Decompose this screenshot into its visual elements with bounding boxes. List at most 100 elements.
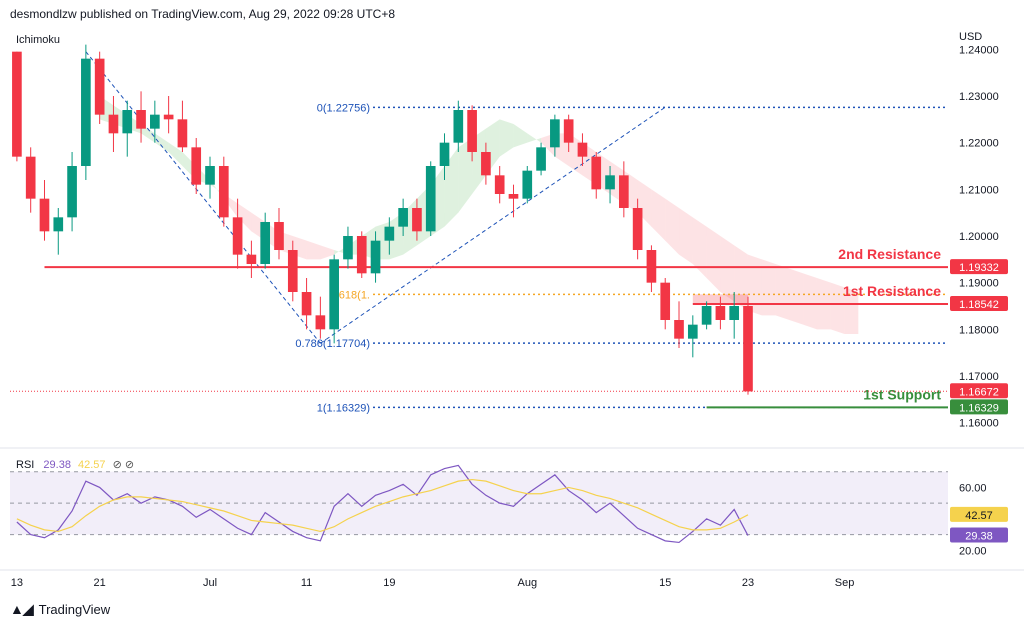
ichimoku-cloud-segment <box>775 264 790 320</box>
candle-body <box>646 250 657 283</box>
candle-body <box>370 240 381 274</box>
price-tag-bg <box>950 296 1008 312</box>
price-tick-label: 1.17000 <box>959 371 999 383</box>
last-price-label: 1.16672 <box>959 386 999 398</box>
tradingview-logo-icon: ▲◢ <box>10 601 34 617</box>
currency-label: USD <box>959 31 983 43</box>
candle-body <box>287 250 298 292</box>
publisher-info: desmondlzw published on TradingView.com,… <box>10 7 396 21</box>
candle-body <box>343 236 353 260</box>
candle-body <box>163 114 174 120</box>
footer-brand[interactable]: ▲◢ TradingView <box>10 601 110 618</box>
price-tag-label: 1.18542 <box>959 299 999 311</box>
price-tick-label: 1.20000 <box>959 231 999 243</box>
ichimoku-cloud-segment <box>444 147 459 227</box>
ichimoku-cloud-segment <box>513 124 528 148</box>
ichimoku-cloud-segment <box>789 268 804 325</box>
ichimoku-cloud-segment <box>527 133 542 143</box>
rsi-tag-label: 29.38 <box>965 531 993 543</box>
candle-body <box>136 110 146 129</box>
candle-body <box>53 217 64 232</box>
candle-body <box>329 259 339 330</box>
rsi-ma-tag-label: 42.57 <box>965 510 993 522</box>
candle-body <box>205 166 215 185</box>
time-tick-label: Jul <box>203 577 217 589</box>
time-tick-label: Aug <box>517 577 537 589</box>
candle-body <box>577 142 588 157</box>
price-chart[interactable]: 1.24000 1.23000 1.22000 1.21000 1.20000 1.190… <box>0 0 1024 600</box>
candle-body <box>494 175 505 194</box>
candle-body <box>619 175 629 208</box>
ichimoku-cloud-segment <box>706 226 721 292</box>
candle-body <box>81 58 91 166</box>
time-tick-label: Sep <box>835 577 855 589</box>
candle-body <box>177 119 188 148</box>
time-tick-label: 15 <box>659 577 671 589</box>
candle-body <box>563 119 574 143</box>
ichimoku-cloud-segment <box>761 259 776 316</box>
time-tick-label: 11 <box>301 577 312 589</box>
indicator-label[interactable]: Ichimoku <box>16 34 61 46</box>
candle-body <box>660 282 671 320</box>
brand-name: TradingView <box>38 602 111 617</box>
candle-body <box>687 324 698 339</box>
candle-body <box>122 110 133 134</box>
candle-body <box>743 306 753 392</box>
ichimoku-cloud-segment <box>168 142 183 166</box>
candle-body <box>467 110 477 152</box>
price-tick-label: 1.22000 <box>959 138 999 150</box>
sr-level-name: 1st Resistance <box>843 283 941 299</box>
ichimoku-cloud-segment <box>210 180 224 199</box>
rsi-value: 29.38 <box>43 459 71 471</box>
time-tick-label: 19 <box>383 577 395 589</box>
ichimoku-cloud-segment <box>237 203 252 232</box>
ichimoku-cloud-segment <box>830 282 845 334</box>
candle-body <box>315 315 326 330</box>
candle-body <box>729 306 740 320</box>
time-tick-label: 21 <box>94 577 106 589</box>
fib-level-label: 0(1.22756) <box>317 102 370 114</box>
candle-body <box>439 142 450 166</box>
rsi-tick-label: 20.00 <box>959 545 987 557</box>
candle-body <box>150 114 160 129</box>
sr-level-name: 2nd Resistance <box>838 246 941 262</box>
ichimoku-cloud-segment <box>306 240 321 260</box>
price-tag-label: 1.19332 <box>959 262 999 274</box>
candle-body <box>453 110 464 143</box>
price-tick-label: 1.18000 <box>959 324 999 336</box>
price-tag-label: 1.16329 <box>959 402 999 414</box>
last-price-tag-bg <box>950 383 1008 399</box>
rsi-line <box>16 464 749 544</box>
ichimoku-cloud-segment <box>803 273 817 330</box>
price-tick-label: 1.23000 <box>959 91 999 103</box>
price-tick-label: 1.16000 <box>959 418 999 430</box>
price-tag-bg <box>950 399 1008 415</box>
candle-body <box>701 306 712 325</box>
ichimoku-cloud-segment <box>679 208 693 264</box>
candle-body <box>674 320 684 339</box>
candle-body <box>412 208 422 232</box>
candle-body <box>25 156 36 199</box>
rsi-band <box>10 471 948 535</box>
ichimoku-cloud-segment <box>458 138 473 213</box>
ichimoku-cloud-segment <box>154 133 169 152</box>
visibility-off-icon[interactable]: ⊘ ⊘ <box>112 459 135 471</box>
ichimoku-cloud-segment <box>320 245 335 260</box>
candle-body <box>398 208 408 227</box>
sr-level-name: 1st Support <box>863 386 941 402</box>
candle-body <box>536 147 546 171</box>
candle-body <box>508 194 519 199</box>
ichimoku-cloud-segment <box>499 119 514 157</box>
candle-body <box>632 208 643 250</box>
candle-body <box>12 51 22 157</box>
fib-level-label: 1(1.16329) <box>317 402 370 414</box>
rsi-tick-label: 60.00 <box>959 482 987 494</box>
fib-level-label: 0.786(1.17704) <box>295 338 370 350</box>
candle-body <box>218 166 229 218</box>
trend-line <box>85 51 321 344</box>
candle-body <box>67 166 77 218</box>
rsi-legend[interactable]: RSI 29.38 42.57 ⊘ ⊘ <box>16 458 134 471</box>
candle-body <box>232 217 243 255</box>
ichimoku-cloud-segment <box>692 217 707 278</box>
ichimoku-cloud-segment <box>720 236 735 302</box>
